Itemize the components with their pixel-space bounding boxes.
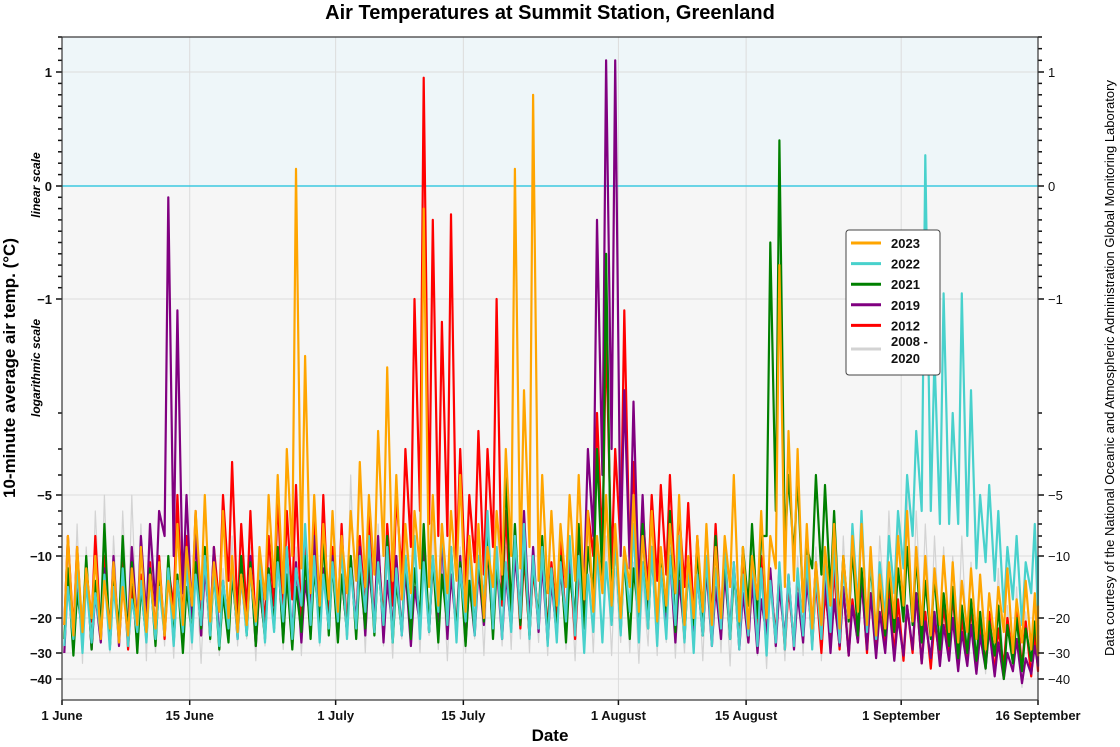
plot-frame bbox=[61, 36, 1039, 701]
series-line-2023 bbox=[63, 93, 1040, 657]
x-axis-label: Date bbox=[532, 726, 569, 745]
legend-label: 2019 bbox=[891, 298, 920, 313]
x-tick-label: 15 August bbox=[715, 708, 778, 723]
y-tick-label-left: −10 bbox=[30, 549, 52, 564]
series-line-2022 bbox=[63, 154, 1040, 657]
y-tick-label-left: −20 bbox=[30, 611, 52, 626]
legend-label: 2008 - 2020 bbox=[891, 334, 928, 366]
y-tick-label-left: −5 bbox=[37, 488, 52, 503]
x-tick-label: 16 September bbox=[995, 708, 1080, 723]
x-tick-label: 15 June bbox=[165, 708, 213, 723]
chart-title: Air Temperatures at Summit Station, Gree… bbox=[325, 2, 775, 24]
axes: 1 1 0 0 −1 −1 −5 −5 −10 −10 −20 −20 −30 −30 −40 −40 1 Ju… bbox=[30, 36, 1081, 723]
series-lines bbox=[63, 59, 1040, 689]
legend-label: 2023 bbox=[891, 236, 920, 251]
x-tick-label: 1 June bbox=[41, 708, 82, 723]
y-tick-label-right: 1 bbox=[1048, 65, 1055, 80]
legend-label-line: 2020 bbox=[891, 351, 920, 366]
y-tick-label-right: −20 bbox=[1048, 611, 1070, 626]
x-tick-label: 1 July bbox=[317, 708, 355, 723]
y-tick-label-left: −1 bbox=[37, 292, 52, 307]
y-tick-label-right: −10 bbox=[1048, 549, 1070, 564]
log-scale-label: logarithmic scale bbox=[29, 319, 43, 417]
y-tick-label-left: 1 bbox=[45, 65, 52, 80]
y-tick-label-left: 0 bbox=[45, 179, 52, 194]
y-axis-label: 10-minute average air temp. (°C) bbox=[0, 238, 19, 498]
y-tick-label-right: −40 bbox=[1048, 672, 1070, 687]
x-tick-label: 15 July bbox=[441, 708, 486, 723]
x-tick-label: 1 September bbox=[862, 708, 940, 723]
y-tick-label-right: 0 bbox=[1048, 179, 1055, 194]
legend-box bbox=[845, 229, 941, 376]
legend-label-line: 2008 - bbox=[891, 334, 928, 349]
legend-label: 2021 bbox=[891, 277, 920, 292]
y-tick-label-left: −40 bbox=[30, 672, 52, 687]
y-tick-label-right: −30 bbox=[1048, 646, 1070, 661]
linear-scale-label: linear scale bbox=[29, 152, 43, 218]
y-tick-label-left: −30 bbox=[30, 646, 52, 661]
x-tick-label: 1 August bbox=[591, 708, 647, 723]
legend-label: 2022 bbox=[891, 257, 920, 272]
data-credit: Data courtesy of the National Oceanic an… bbox=[1102, 80, 1117, 656]
y-tick-label-right: −1 bbox=[1048, 292, 1063, 307]
legend-label: 2012 bbox=[891, 318, 920, 333]
y-tick-label-right: −5 bbox=[1048, 488, 1063, 503]
linear-region-background bbox=[62, 37, 1038, 186]
